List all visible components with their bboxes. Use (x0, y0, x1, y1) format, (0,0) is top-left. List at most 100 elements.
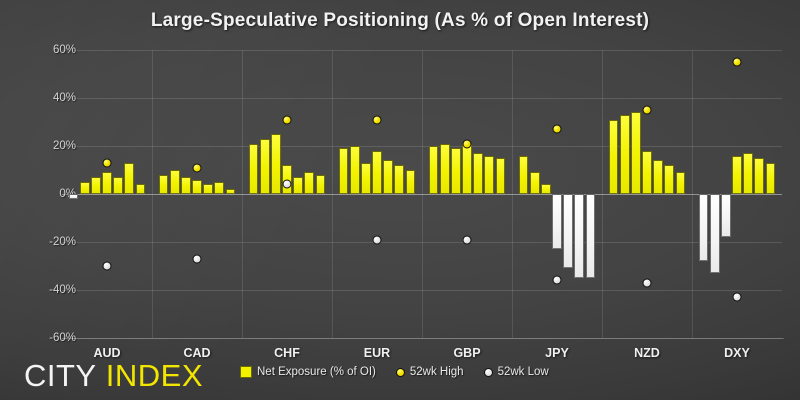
bar-group-aud (62, 50, 152, 338)
marker-52wk-high (282, 115, 292, 125)
y-axis-tick: 40% (52, 92, 76, 104)
marker-52wk-low (192, 254, 202, 264)
bar (552, 194, 562, 250)
bar-group-cad (152, 50, 242, 338)
legend-label-52wk-low: 52wk Low (497, 366, 549, 378)
bar-group-jpy (512, 50, 602, 338)
marker-52wk-high (372, 115, 382, 125)
bar (765, 162, 776, 194)
bar (350, 146, 360, 194)
bar (394, 165, 404, 194)
group-separator (152, 50, 153, 338)
marker-52wk-high (552, 124, 562, 134)
marker-52wk-low (462, 235, 472, 245)
bar (170, 170, 180, 194)
bar (585, 194, 596, 278)
y-axis-tick: 20% (52, 140, 76, 152)
bar (91, 177, 101, 194)
brand-logo: CITY INDEX (24, 358, 203, 394)
circle-dot-white-icon (483, 367, 493, 377)
bar (495, 158, 506, 194)
bar (192, 179, 202, 194)
bar (698, 194, 709, 262)
bar (484, 155, 494, 194)
marker-52wk-low (732, 292, 742, 302)
circle-dot-yellow-icon (395, 367, 405, 377)
bar (541, 184, 551, 194)
bar (754, 158, 764, 194)
bar (225, 189, 236, 194)
bar (530, 172, 540, 194)
bar (642, 150, 652, 194)
bar (631, 112, 641, 194)
gridline (62, 290, 782, 291)
bar (451, 148, 461, 194)
bar (248, 143, 259, 194)
legend-item-52wk-high: 52wk High (395, 366, 464, 378)
bar (282, 165, 292, 194)
bar (574, 194, 584, 278)
logo-text-city: CITY (24, 358, 97, 393)
marker-52wk-high (642, 105, 652, 115)
y-axis-tick: 60% (52, 44, 76, 56)
group-separator (512, 50, 513, 338)
bar (518, 155, 529, 194)
gridline (62, 146, 782, 147)
bar (473, 153, 483, 194)
bar (293, 177, 303, 194)
bar (675, 172, 686, 194)
y-axis-tick: -20% (49, 236, 76, 248)
bar-group-gbp (422, 50, 512, 338)
category-axis-line (62, 338, 784, 339)
marker-52wk-low (102, 261, 112, 271)
marker-52wk-high (102, 158, 112, 168)
bar (405, 170, 416, 194)
bar (653, 160, 663, 194)
bar (372, 150, 382, 194)
legend-label-52wk-high: 52wk High (409, 366, 464, 378)
bar (620, 114, 630, 194)
bar (80, 182, 90, 194)
x-axis-label-gbp: GBP (453, 346, 481, 360)
bar-group-chf (242, 50, 332, 338)
group-separator (692, 50, 693, 338)
marker-52wk-high (732, 57, 742, 67)
bar-group-dxy (692, 50, 782, 338)
x-axis-label-cad: CAD (183, 346, 211, 360)
logo-text-index: INDEX (105, 358, 203, 393)
legend-item-52wk-low: 52wk Low (483, 366, 549, 378)
gridline (62, 338, 782, 339)
group-separator (332, 50, 333, 338)
square-swatch-icon (240, 366, 252, 378)
bar (260, 138, 270, 194)
bar (710, 194, 720, 274)
bar (271, 134, 281, 194)
marker-52wk-high (192, 163, 202, 173)
gridline (62, 242, 782, 243)
marker-52wk-low (642, 278, 652, 288)
marker-52wk-low (282, 179, 292, 189)
y-axis-tick: -40% (49, 284, 76, 296)
bar-group-nzd (602, 50, 692, 338)
gridline (62, 98, 782, 99)
bar (462, 143, 472, 194)
bar (563, 194, 573, 269)
group-separator (242, 50, 243, 338)
gridline (62, 50, 782, 51)
chart-legend: Net Exposure (% of OI) 52wk High 52wk Lo… (240, 366, 549, 378)
bar (68, 194, 79, 199)
bar (135, 184, 146, 194)
bar (743, 153, 753, 194)
bar (428, 146, 439, 194)
bar (440, 143, 450, 194)
x-axis-label-dxy: DXY (724, 346, 750, 360)
bar (732, 155, 742, 194)
x-axis-label-chf: CHF (274, 346, 300, 360)
x-axis-label-jpy: JPY (545, 346, 569, 360)
chart-title: Large-Speculative Positioning (As % of O… (150, 10, 650, 31)
bar-group-eur (332, 50, 422, 338)
bar (338, 148, 349, 194)
plot-area: 60% 40% 20% 0% -20% -40% -60% AUD CAD CHF EUR GBP JP… (49, 44, 782, 360)
x-axis-label-nzd: NZD (634, 346, 660, 360)
